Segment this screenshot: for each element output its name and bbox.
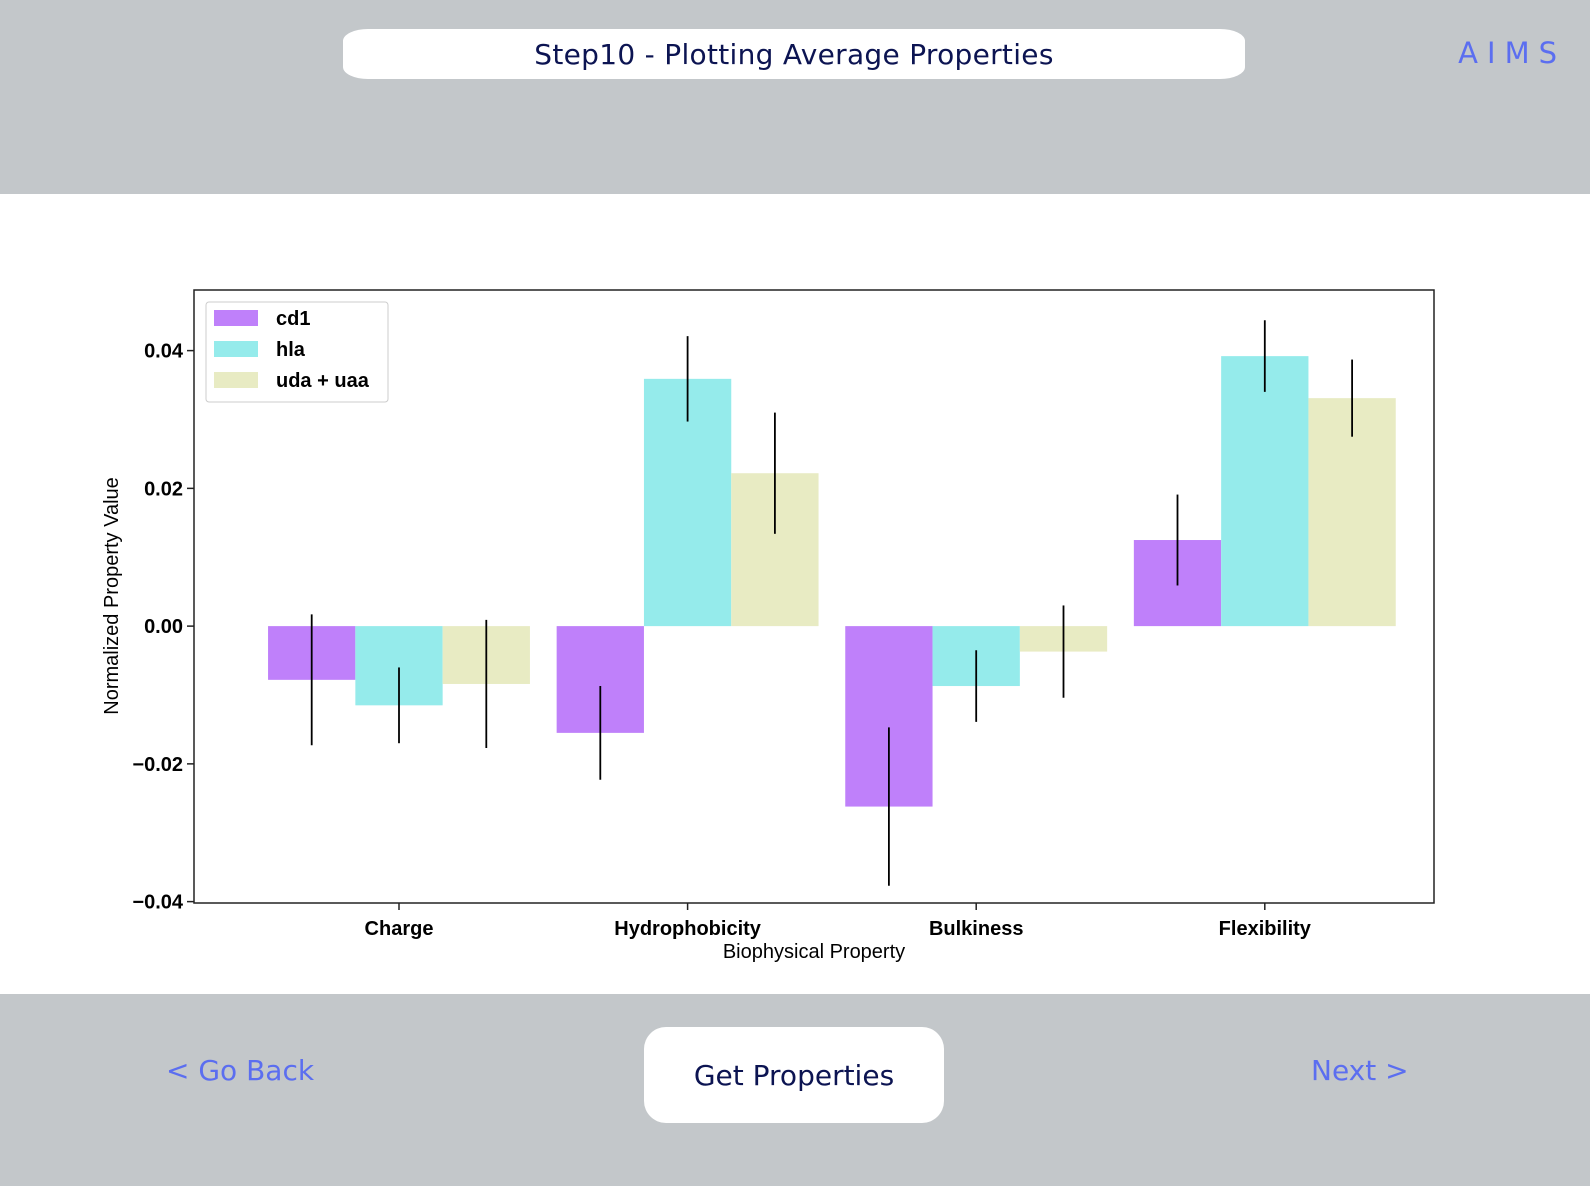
y-tick-label: 0.02 [144,478,183,500]
brand-logo: AIMS [1458,36,1566,70]
legend-label: uda + uaa [276,370,370,392]
legend-label: hla [276,339,306,361]
y-tick-label: 0.00 [144,616,183,638]
chart-panel: 0.04 0.02 0.00 −0.02 −0.04 Charge Hydrophobic… [0,194,1590,994]
y-axis-label: Normalized Property Value [101,477,123,715]
legend-swatch [214,372,258,388]
go-back-link[interactable]: < Go Back [166,1054,315,1087]
bar-hla-flexibility [1221,356,1309,627]
bars-group [268,356,1396,807]
next-link[interactable]: Next > [1311,1054,1409,1087]
legend-swatch [214,341,258,357]
bar-chart: 0.04 0.02 0.00 −0.02 −0.04 Charge Hydrophobic… [101,289,1435,963]
y-tick-label: 0.04 [144,341,184,363]
y-tick-label: −0.02 [132,754,183,776]
legend-label: cd1 [276,308,310,330]
legend: cd1 hla uda + uaa [205,301,389,403]
error-bars-group [310,320,1353,886]
x-tick-label: Bulkiness [929,918,1023,940]
x-tick-label: Hydrophobicity [614,918,762,940]
y-tick-label: −0.04 [132,892,183,914]
legend-swatch [214,310,258,326]
x-axis: Charge Hydrophobicity Bulkiness Flexibility [365,903,1312,940]
x-axis-label: Biophysical Property [723,941,905,963]
x-tick-label: Flexibility [1219,918,1312,940]
get-properties-button[interactable]: Get Properties [644,1027,944,1123]
y-axis: 0.04 0.02 0.00 −0.02 −0.04 [132,341,194,914]
x-tick-label: Charge [365,918,434,940]
page-title: Step10 - Plotting Average Properties [343,29,1245,79]
